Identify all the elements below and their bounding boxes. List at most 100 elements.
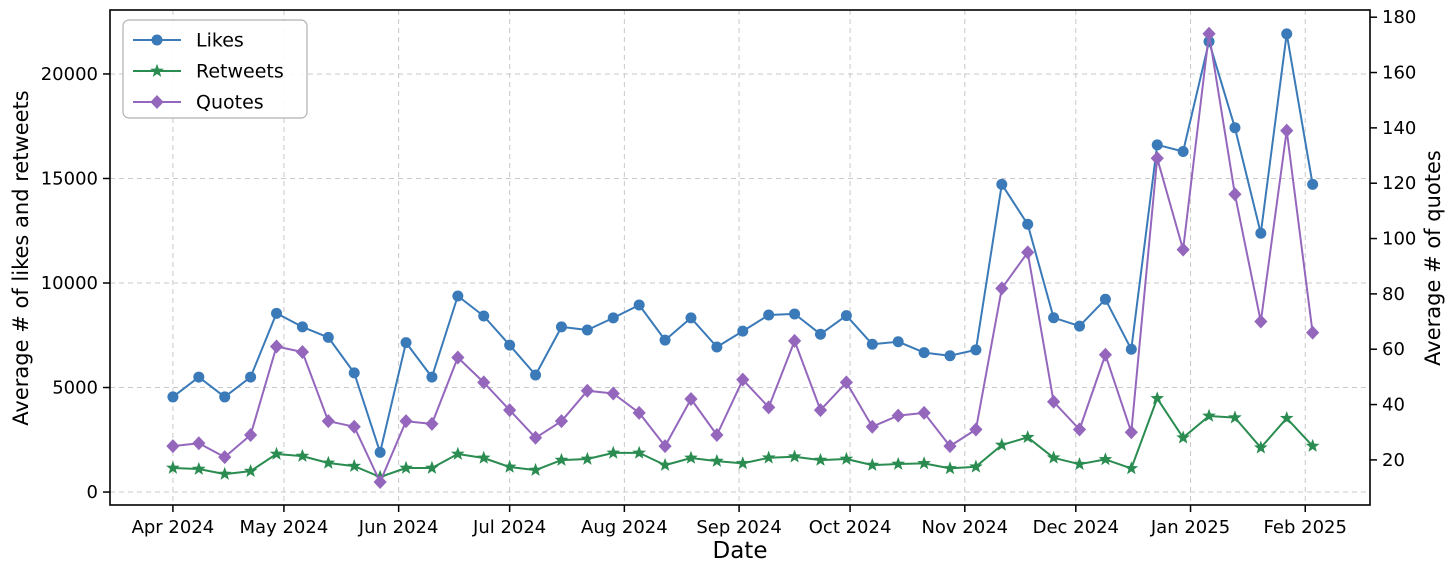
series-likes [167,28,1319,458]
data-point-star [1020,430,1035,444]
data-point-star [347,458,362,472]
left-y-axis-label: Average # of likes and retweets [9,90,33,425]
data-point-star [761,450,776,464]
x-tick-label: Aug 2024 [581,517,668,538]
data-point-star [1305,438,1320,452]
data-point-diamond [787,333,802,348]
data-point-star [269,446,284,460]
data-point-star [632,445,647,459]
data-point-circle [400,337,412,349]
data-point-diamond [1176,242,1190,257]
data-point-circle [193,371,205,383]
legend-entry-quotes: Quotes [133,92,264,114]
data-point-diamond [1306,325,1320,340]
data-point-diamond [528,430,543,445]
data-point-circle [348,367,360,379]
data-point-diamond [1047,394,1061,409]
data-point-star [865,457,880,471]
data-point-circle [892,336,904,348]
data-point-star [1098,452,1113,466]
data-point-star [295,448,310,462]
data-point-star [969,459,983,473]
data-point-circle [1281,28,1293,40]
data-point-diamond [684,392,698,407]
data-point-circle [245,371,257,383]
legend-label: Quotes [196,92,264,114]
data-point-star [1228,410,1242,424]
data-point-circle [478,310,490,322]
data-point-star [580,451,595,465]
data-point-circle [271,307,283,319]
data-point-circle [1151,139,1163,151]
data-point-circle [1229,122,1241,134]
data-point-star [710,453,724,467]
data-point-diamond [166,439,180,454]
data-point-circle [633,299,645,311]
data-point-circle [1099,293,1111,305]
data-point-circle [452,290,464,302]
data-point-circle [789,308,801,320]
data-point-circle [504,339,516,351]
data-point-star [1150,391,1165,405]
data-point-diamond [347,419,361,434]
data-point-star [450,446,465,460]
x-tick-label: Sep 2024 [696,517,781,538]
data-point-star [476,450,491,464]
data-point-diamond [1021,245,1035,260]
data-point-diamond [917,405,931,420]
data-point-diamond [477,375,491,390]
data-point-diamond [150,95,164,109]
legend-label: Retweets [196,61,284,83]
data-point-star [839,451,854,465]
data-point-circle [1307,178,1319,190]
data-point-circle [1074,320,1086,332]
left-y-tick-label: 0 [87,482,98,503]
data-point-diamond [1228,187,1242,202]
data-point-diamond [839,375,853,390]
data-point-star [502,459,517,473]
data-point-diamond [736,372,750,387]
x-tick-label: Jul 2024 [472,517,546,538]
x-tick-label: Feb 2025 [1264,517,1347,538]
left-y-tick-label: 20000 [41,64,98,85]
data-point-diamond [218,450,232,465]
data-point-circle [763,309,775,321]
data-point-circle [840,310,852,322]
data-point-star [994,437,1009,451]
data-point-diamond [891,408,905,423]
data-point-star [735,456,750,470]
data-point-diamond [1254,314,1268,329]
data-point-star [658,457,672,471]
data-point-star [1253,440,1268,454]
data-point-diamond [1150,151,1164,166]
data-point-circle [970,344,982,356]
right-y-tick-label: 100 [1382,229,1416,250]
right-y-tick-label: 20 [1382,450,1405,471]
data-point-circle [1022,218,1034,230]
data-point-circle [1177,146,1189,158]
legend: Likes Retweets Quotes [122,19,308,119]
legend-entry-likes: Likes [133,30,244,52]
right-y-tick-label: 40 [1382,395,1405,416]
left-y-tick-label: 15000 [41,168,98,189]
data-point-circle [685,312,697,324]
data-point-star [813,452,828,466]
data-point-star [150,63,164,77]
left-y-tick-label: 10000 [41,273,98,294]
legend-label: Likes [196,30,244,52]
data-point-star [217,466,232,480]
data-point-diamond [1202,26,1216,41]
right-y-tick-label: 160 [1382,63,1416,84]
data-point-star [166,460,180,474]
x-tick-label: Apr 2024 [132,517,215,538]
data-point-star [554,452,569,466]
data-point-circle [1048,312,1060,324]
data-point-star [917,456,931,470]
data-point-circle [581,324,593,336]
data-point-star [191,461,206,475]
legend-box [122,19,308,119]
data-point-star [1046,450,1061,464]
data-point-star [1202,408,1216,422]
data-point-diamond [580,383,594,398]
